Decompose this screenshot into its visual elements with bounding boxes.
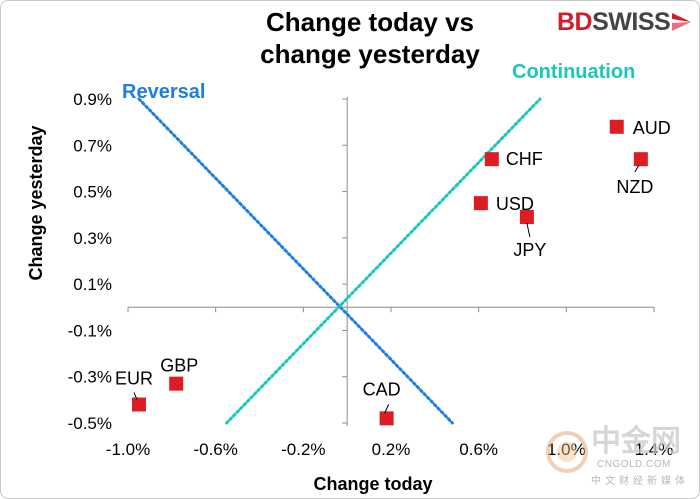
continuation-label: Continuation xyxy=(512,61,635,83)
data-point-usd xyxy=(473,196,488,211)
leader-line-nzd xyxy=(634,164,640,173)
leader-line-eur xyxy=(133,392,138,400)
x-tick-label: -0.2% xyxy=(281,440,325,459)
data-label-jpy: JPY xyxy=(513,240,546,260)
data-label-aud: AUD xyxy=(633,118,671,138)
data-label-cad: CAD xyxy=(363,379,401,399)
y-tick-label: -0.5% xyxy=(68,414,112,433)
y-tick-label: 0.9% xyxy=(73,90,112,109)
chart-title-line-1: Change today vs xyxy=(265,7,475,37)
watermark-subtitle: 中文财经新媒体 xyxy=(591,476,689,487)
logo-swiss: SWISS xyxy=(592,8,671,36)
watermark-url: CNGOLD.COM xyxy=(597,459,671,470)
y-tick-label: 0.3% xyxy=(73,229,112,248)
data-label-gbp: GBP xyxy=(160,356,198,376)
leader-line-cad xyxy=(384,404,390,414)
data-point-eur xyxy=(131,397,146,412)
x-tick-label: 1.4% xyxy=(635,440,674,459)
reference-line-reversal xyxy=(137,97,454,425)
x-tick-label: -1.0% xyxy=(106,440,150,459)
data-point-chf xyxy=(484,152,499,167)
watermark-chinese-name: 中金网 xyxy=(591,424,681,459)
x-tick-label: -0.6% xyxy=(193,440,237,459)
x-tick-label: 0.6% xyxy=(459,440,498,459)
y-tick-label: -0.3% xyxy=(68,368,112,387)
data-label-eur: EUR xyxy=(115,368,153,388)
chart-title-line-2: change yesterday xyxy=(260,39,480,69)
data-point-nzd xyxy=(633,152,648,167)
y-tick-label: 0.1% xyxy=(73,275,112,294)
logo-swoosh-icon xyxy=(672,13,691,31)
reversal-label: Reversal xyxy=(122,81,205,103)
reference-line-continuation xyxy=(225,97,542,425)
logo-bd: BD xyxy=(557,8,593,36)
watermark-logo-icon xyxy=(546,431,588,473)
y-tick-label: -0.1% xyxy=(68,321,112,340)
data-label-nzd: NZD xyxy=(616,177,653,197)
data-label-usd: USD xyxy=(496,194,534,214)
cngold-watermark: 中金网 CNGOLD.COM 中文财经新媒体 xyxy=(545,424,695,488)
data-point-aud xyxy=(609,119,624,134)
data-label-chf: CHF xyxy=(506,149,543,169)
leader-line-jpy xyxy=(526,222,531,238)
y-axis-title: Change yesterday xyxy=(26,125,46,280)
bdswiss-logo: BDSWISS xyxy=(557,8,671,36)
data-point-cad xyxy=(379,411,394,426)
data-point-gbp xyxy=(169,376,184,391)
chart-title: Change today vs change yesterday xyxy=(215,6,525,70)
x-tick-label: 1.0% xyxy=(547,440,586,459)
x-axis-title: Change today xyxy=(313,474,432,494)
x-tick-label: 0.2% xyxy=(372,440,411,459)
data-point-jpy xyxy=(519,210,534,225)
y-tick-label: 0.7% xyxy=(73,136,112,155)
y-tick-label: 0.5% xyxy=(73,183,112,202)
